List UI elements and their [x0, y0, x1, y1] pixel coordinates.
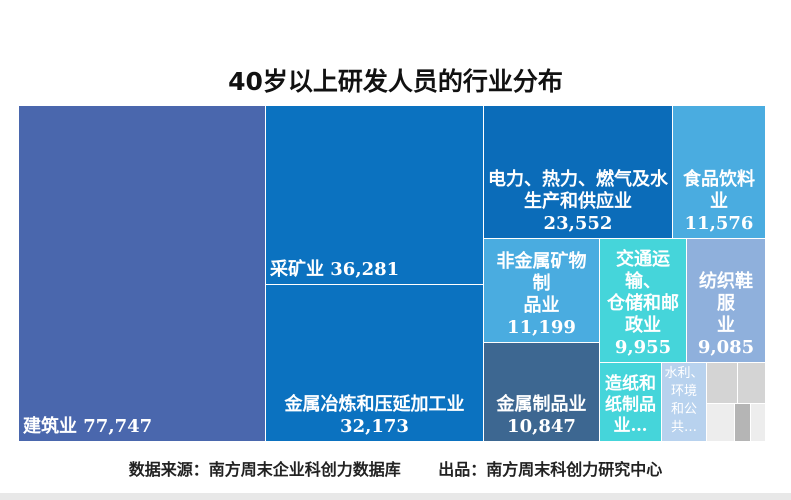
cell-label: 纺织鞋服	[699, 271, 753, 314]
cell-label-group: 金属制品业 10,847	[484, 394, 599, 441]
cell-water-environment[interactable]: 水利、 环境 和公 共…	[661, 362, 707, 442]
cell-label-group: 非金属矿物制 品业 11,199	[484, 251, 599, 342]
cell-transport[interactable]: 交通运输、 仓储和邮 政业 9,955	[599, 238, 687, 363]
cell-label-group: 电力、热力、燃气及水 生产和供应业 23,552	[484, 169, 672, 238]
cell-value: 10,847	[507, 416, 576, 437]
data-source: 数据来源：南方周末企业科创力数据库	[128, 460, 401, 479]
cell-label: 造纸和	[605, 374, 656, 394]
cell-mining[interactable]: 采矿业 36,281	[265, 105, 484, 285]
cell-label: 建筑业 77,747	[23, 416, 153, 437]
cell-metal-products[interactable]: 金属制品业 10,847	[483, 342, 600, 442]
cell-label: 金属制品业	[496, 394, 587, 415]
cell-textile-apparel[interactable]: 纺织鞋服 业 9,085	[686, 238, 766, 363]
cell-value: 9,955	[614, 337, 672, 358]
cell-label-group: 金属冶炼和压延加工业 32,173	[266, 394, 483, 441]
cell-label-line2: 业	[717, 315, 735, 336]
cell-value: 9,085	[697, 337, 755, 358]
cell-food-beverage[interactable]: 食品饮料 业 11,576	[672, 105, 766, 239]
cell-label-line2: 生产和供应业 23,552	[524, 191, 632, 234]
cell-other-5[interactable]	[750, 403, 766, 442]
chart-footer: 数据来源：南方周末企业科创力数据库 出品：南方周末科创力研究中心	[0, 456, 791, 480]
chart-title: 40岁以上研发人员的行业分布	[228, 67, 563, 96]
cell-other-3[interactable]	[706, 403, 735, 442]
cell-label-line2: 业 11,576	[684, 191, 754, 234]
cell-label-line2: 环境	[670, 384, 697, 399]
cell-other-2[interactable]	[737, 362, 766, 404]
cell-other-1[interactable]	[706, 362, 738, 404]
cell-other-4[interactable]	[734, 403, 751, 442]
cell-label-line3: 业…	[613, 416, 648, 436]
cell-label-line2: 品业 11,199	[507, 295, 576, 338]
cell-construction[interactable]: 建筑业 77,747	[18, 105, 266, 442]
cell-label-line3: 和公	[670, 402, 697, 417]
cell-label: 水利、	[664, 366, 704, 381]
bottom-bar	[0, 493, 791, 500]
producer: 出品：南方周末科创力研究中心	[438, 460, 663, 479]
cell-label-line2: 仓储和邮	[607, 293, 679, 314]
cell-value: 32,173	[340, 416, 409, 437]
cell-label: 金属冶炼和压延加工业	[284, 394, 465, 415]
cell-label: 采矿业 36,281	[270, 259, 400, 280]
cell-label-group: 水利、 环境 和公 共…	[662, 365, 706, 441]
cell-label: 非金属矿物制	[496, 251, 587, 294]
cell-label-line4: 共…	[670, 420, 697, 435]
cell-paper-products[interactable]: 造纸和 纸制品 业…	[599, 362, 662, 442]
cell-label: 食品饮料	[683, 169, 755, 190]
cell-metal-smelting[interactable]: 金属冶炼和压延加工业 32,173	[265, 284, 484, 442]
cell-label-line3: 政业	[625, 315, 661, 336]
cell-label-group: 交通运输、 仓储和邮 政业 9,955	[600, 249, 686, 362]
cell-label-group: 纺织鞋服 业 9,085	[687, 271, 765, 362]
treemap: 建筑业 77,747 采矿业 36,281 金属冶炼和压延加工业 32,173 …	[18, 105, 766, 442]
cell-label: 电力、热力、燃气及水	[488, 169, 668, 190]
cell-power-utilities[interactable]: 电力、热力、燃气及水 生产和供应业 23,552	[483, 105, 673, 239]
cell-nonmetal-minerals[interactable]: 非金属矿物制 品业 11,199	[483, 238, 600, 343]
cell-label-group: 造纸和 纸制品 业…	[600, 374, 661, 441]
cell-label: 交通运输、	[616, 249, 670, 292]
cell-label-line2: 纸制品	[605, 395, 656, 415]
cell-label-group: 食品饮料 业 11,576	[673, 169, 765, 238]
